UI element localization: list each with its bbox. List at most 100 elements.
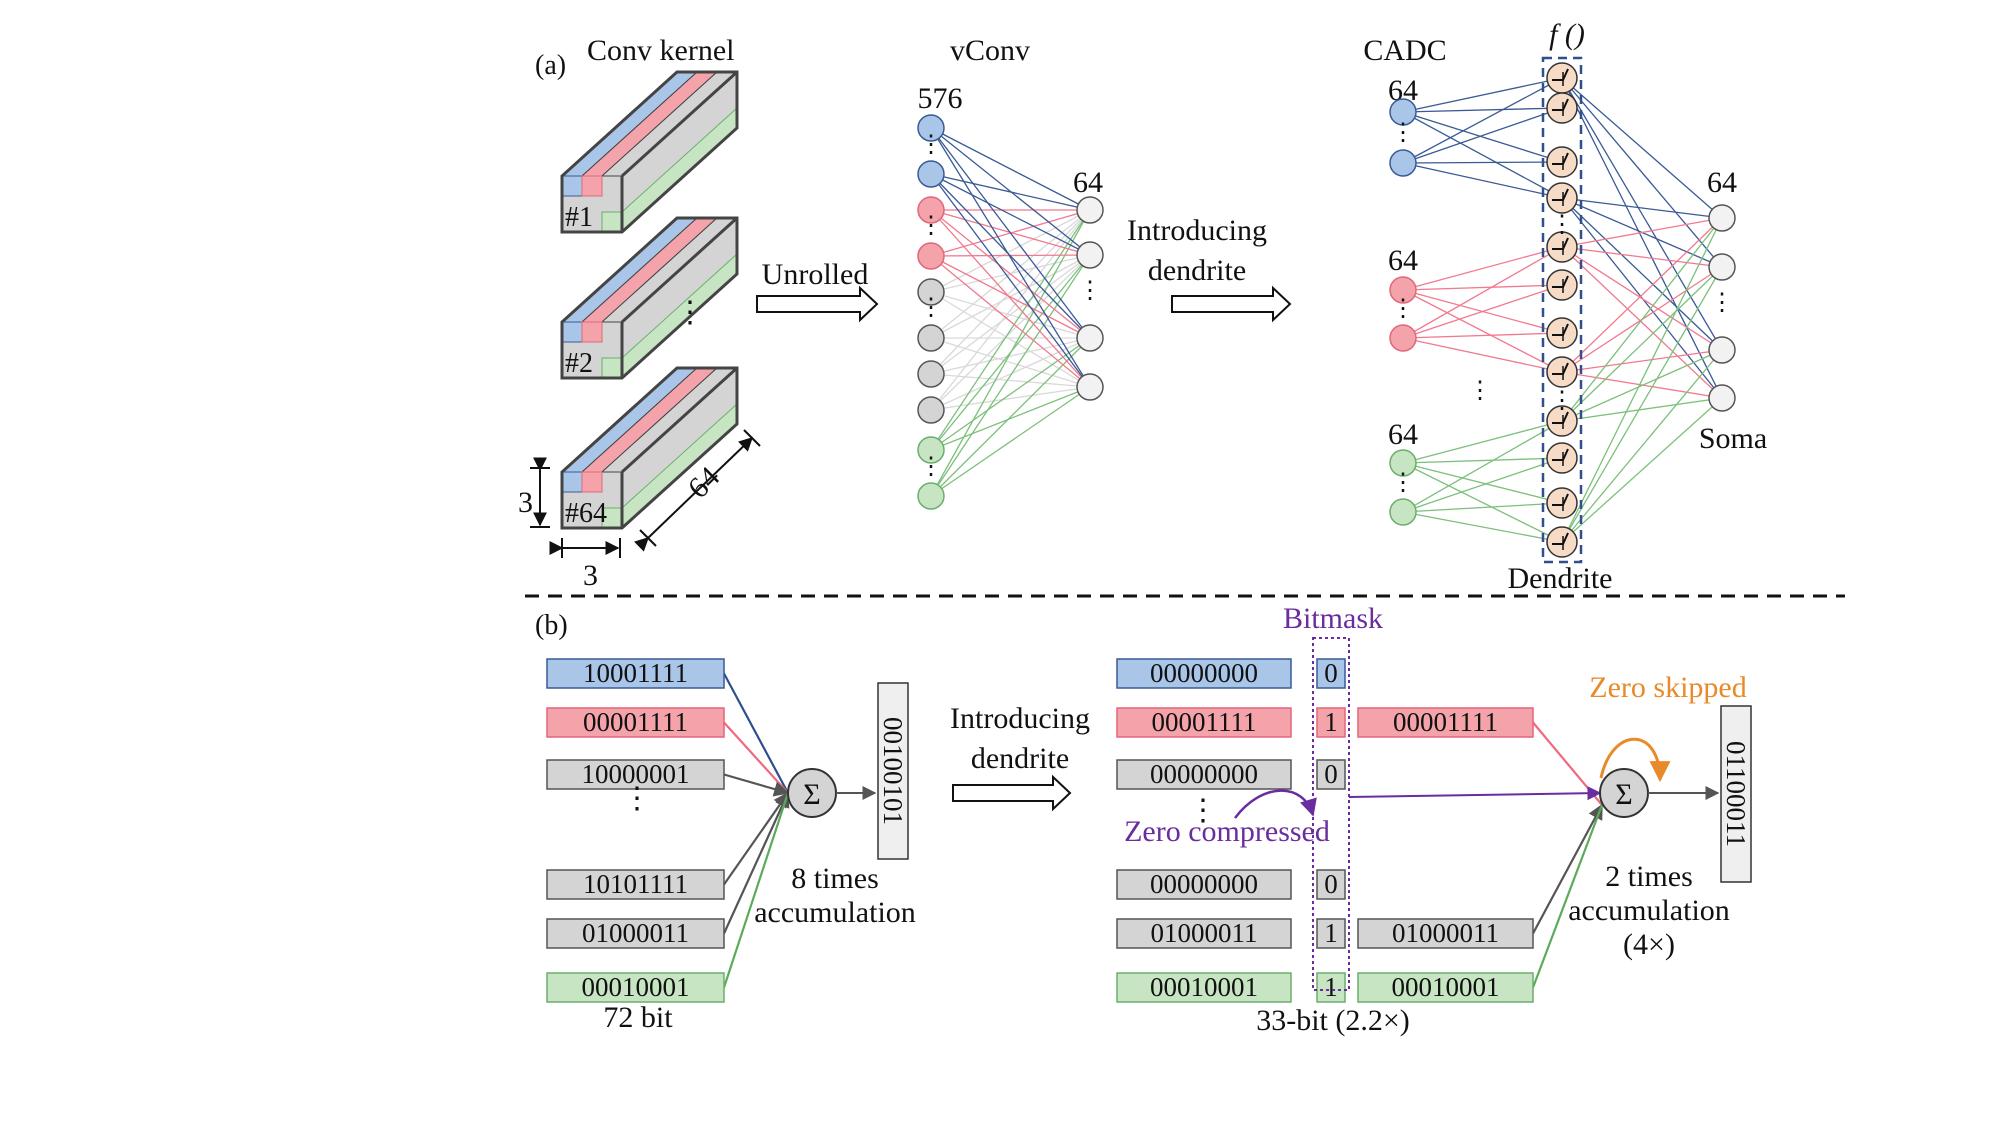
cadc-input-edge [1402,246,1563,339]
vconv-edge [930,254,1091,497]
right-result-box [1720,705,1752,883]
vconv-input-node [917,396,945,424]
kernel-2: #2 [560,216,739,380]
kernel-label: #64 [565,498,607,529]
cadc-input-edge [1402,337,1563,373]
conv-kernel-title: Conv kernel [587,34,734,67]
left-bit-value: 10001111 [583,658,688,688]
right-sum-symbol: Σ [1615,778,1632,811]
cadc-input-node [1389,149,1417,177]
cadc-input-edge [1402,457,1563,513]
cadc-output-edge [1561,217,1723,543]
bitmask-bit: 0 [1324,869,1338,899]
vconv-ellipsis: ⋮ [1078,278,1102,304]
vconv-output-node [1076,373,1104,401]
cadc-input-edge [1402,420,1563,513]
vconv-edge [930,291,1091,388]
dendrite-node [1546,269,1578,301]
right-ellipsis: ⋮ [1188,794,1218,827]
left-row-connector [723,672,789,794]
cadc-input-edge [1402,289,1563,373]
kernel-label: #1 [565,202,593,233]
cadc-ellipsis: ⋮ [1550,388,1574,414]
dendrite-node [1546,92,1578,124]
cadc-output-edge [1561,349,1723,543]
vconv-edge [930,255,1091,388]
kernel-front-green [601,211,623,233]
bitmask-bit-box [1316,972,1346,1003]
right-acc-line2: accumulation [1568,894,1730,927]
cadc-input-edge [1402,462,1563,543]
cadc-output-edge [1561,77,1723,351]
vconv-output-node [1076,196,1104,224]
cadc-input-edge [1402,246,1563,291]
cadc-input-edge [1402,420,1563,464]
vconv-edge [930,209,1091,339]
cadc-input-node [1389,449,1417,477]
dendrite-node [1546,356,1578,388]
cadc-input-edge [1402,161,1563,164]
vconv-edge [930,337,1091,411]
cadc-input-edge [1402,511,1563,543]
left-result-value: 00100101 [878,717,908,825]
right-bit-value: 00000000 [1150,658,1258,688]
bitmask-title: Bitmask [1283,602,1383,635]
vconv-input-node [917,160,945,188]
cadc-output-edge [1561,217,1723,373]
cadc-output-edge [1561,397,1723,543]
bitmask-bit-box [1316,869,1346,900]
bitmask-bit-box [1316,658,1346,689]
dendrite-arrow-b-label-2: dendrite [971,742,1069,775]
cadc-input-node [1389,276,1417,304]
cadc-title: CADC [1363,34,1446,67]
left-acc-line2: accumulation [754,896,916,929]
vconv-edge [930,255,1091,339]
vconv-input-count: 576 [918,82,963,115]
cadc-output-edge [1561,397,1723,422]
dendrite-label: Dendrite [1508,562,1613,595]
kernel-edge [620,70,739,178]
kernel-1: #1 [560,70,739,234]
cadc-ellipsis: ⋮ [1550,212,1574,238]
kernel-front-blue [561,175,583,197]
left-row-connector [723,791,789,886]
vconv-input-node [917,278,945,306]
right-bit-value: 00000000 [1150,869,1258,899]
introducing-dendrite-arrow-a [1171,285,1292,323]
bitmask-bit: 1 [1324,707,1338,737]
panel-b-label: (b) [535,610,568,641]
right-bit-box [1116,658,1292,689]
bitmask-bit-box [1316,707,1346,738]
compressed-bit-value: 00001111 [1393,707,1498,737]
kernel-front-green [601,357,623,379]
vconv-input-node [917,436,945,464]
cadc-input-edge [1402,107,1563,113]
cadc-input-edge [1402,162,1563,199]
cadc-output-edge [1561,197,1723,219]
left-ellipsis: ⋮ [622,782,652,815]
dendrite-node [1546,62,1578,94]
compressed-bit-value: 01000011 [1392,918,1499,948]
dendrite-arrow-b-label-1: Introducing [950,702,1090,735]
cadc-input-node [1389,498,1417,526]
compressed-bit-box [1357,918,1534,949]
left-bit-box [546,972,725,1003]
vconv-edge [930,386,1091,497]
compressed-bit-box [1357,707,1534,738]
right-bit-value: 00000000 [1150,759,1258,789]
vconv-network: ⋮ ⋮ ⋮ ⋮ ⋮ [917,114,1104,510]
vconv-edge [930,127,1091,339]
dendrite-node [1546,487,1578,519]
unrolled-label: Unrolled [762,258,869,291]
conv-kernels: #1 #2 #64 [560,70,739,530]
vconv-edge [930,173,1091,388]
kernel-ellipsis: ⋮ [675,296,705,329]
cadc-input-edge [1402,107,1563,164]
soma-node [1708,336,1736,364]
compressed-row-connector [1531,804,1604,988]
kernel-label: #2 [565,348,593,379]
vconv-edge [930,386,1091,451]
bitmask-to-sum-line [1348,786,1602,801]
cadc-output-edge [1561,246,1723,399]
dendrite-node [1546,231,1578,263]
